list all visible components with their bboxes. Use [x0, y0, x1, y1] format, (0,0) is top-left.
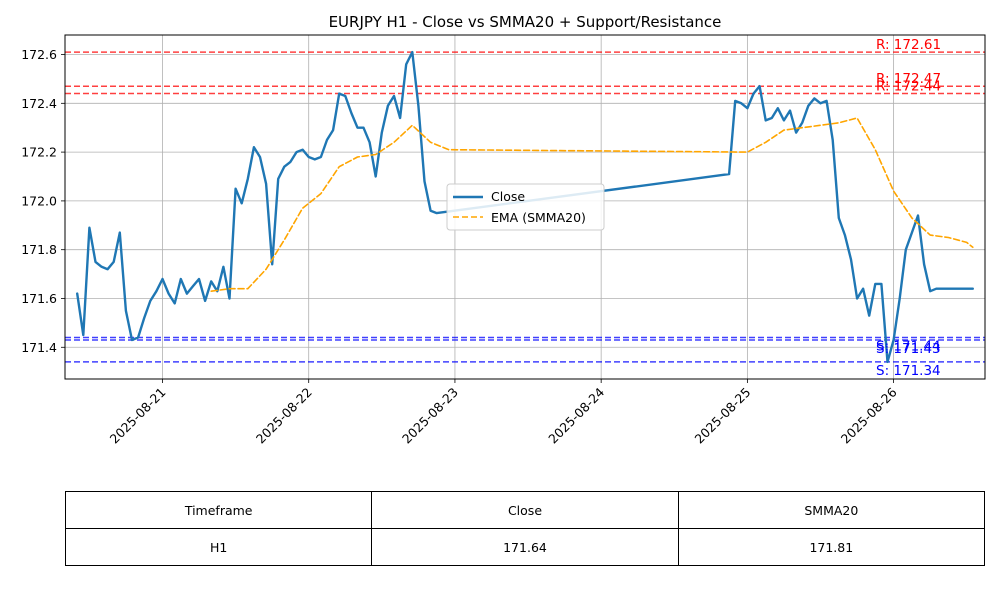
chart: EURJPY H1 - Close vs SMMA20 + Support/Re… — [21, 13, 986, 446]
table-header-cell: Close — [371, 491, 679, 529]
support-level-label: S: 171.43 — [876, 341, 941, 357]
level-labels: R: 172.61R: 172.47R: 172.44S: 171.44S: 1… — [876, 37, 941, 379]
y-tick-label: 172.2 — [21, 145, 57, 160]
y-tick-label: 172.0 — [21, 193, 57, 208]
support-level-label: S: 171.34 — [876, 363, 941, 379]
resistance-level-label: R: 172.44 — [876, 79, 941, 95]
legend: Close EMA (SMMA20) — [446, 183, 605, 231]
smma20-series-line — [210, 117, 974, 293]
resistance-level-label: R: 172.47 — [876, 71, 941, 87]
y-tick-label: 171.6 — [21, 291, 57, 306]
plot-frame — [64, 34, 986, 380]
y-tick-label: 171.8 — [21, 242, 57, 257]
table-header-cell: SMMA20 — [677, 491, 986, 529]
summary-table: Timeframe Close SMMA20 H1 171.64 171.81 — [64, 491, 986, 566]
level-lines — [65, 51, 985, 363]
support-level-label: S: 171.44 — [876, 339, 941, 355]
resistance-level-label: R: 172.61 — [876, 37, 941, 53]
x-tick-label: 2025-08-26 — [838, 384, 900, 446]
plot-lines — [75, 50, 974, 364]
y-tick-label: 172.6 — [21, 47, 57, 62]
legend-label-close: Close — [491, 189, 525, 204]
y-tick-label: 172.4 — [21, 96, 57, 111]
x-axis-ticks: 2025-08-21 2025-08-22 2025-08-23 2025-08-24… — [107, 379, 900, 446]
table-header-row: Timeframe Close SMMA20 — [64, 491, 986, 529]
table-cell-timeframe: H1 — [64, 528, 373, 566]
y-axis-ticks: 171.4 171.6 171.8 172.0 172.2 172.4 172.6 — [21, 47, 65, 355]
table-row: H1 171.64 171.81 — [64, 528, 986, 566]
table-header-cell: Timeframe — [64, 491, 373, 529]
x-tick-label: 2025-08-21 — [107, 385, 169, 447]
legend-label-smma: EMA (SMMA20) — [491, 210, 586, 225]
legend-box — [446, 183, 605, 231]
y-tick-label: 171.4 — [21, 340, 57, 355]
x-tick-label: 2025-08-23 — [399, 385, 461, 447]
x-tick-label: 2025-08-22 — [253, 385, 315, 447]
chart-title: EURJPY H1 - Close vs SMMA20 + Support/Re… — [329, 13, 722, 31]
table-cell-smma: 171.81 — [677, 528, 986, 566]
table-cell-close: 171.64 — [371, 528, 679, 566]
close-series-line — [75, 50, 974, 364]
x-tick-label: 2025-08-24 — [545, 384, 607, 446]
grid — [65, 35, 985, 379]
x-tick-label: 2025-08-25 — [692, 385, 754, 447]
